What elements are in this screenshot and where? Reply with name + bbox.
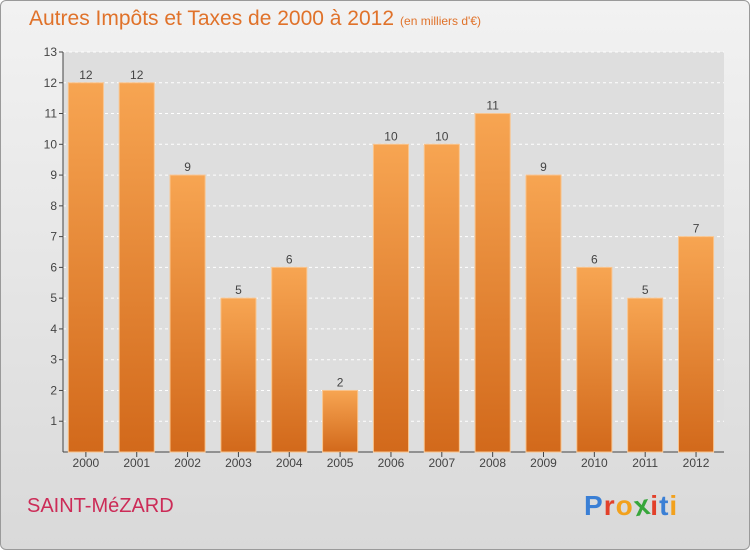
bar [67, 82, 104, 453]
logo-letter: r [603, 490, 616, 521]
bar-value-label: 5 [235, 283, 242, 297]
y-tick-label: 12 [44, 76, 58, 90]
bar-value-label: 7 [693, 222, 700, 236]
bar [474, 113, 511, 453]
x-tick-label: 2008 [479, 456, 506, 470]
x-tick-label: 2011 [632, 456, 658, 470]
logo-letter: t [659, 490, 670, 521]
title-text: Autres Impôts et Taxes de 2000 à 2012 [29, 7, 395, 30]
chart-title: Autres Impôts et Taxes de 2000 à 2012 (en… [29, 7, 481, 31]
x-tick-label: 2007 [428, 456, 455, 470]
bar-value-label: 12 [79, 68, 93, 82]
y-tick-label: 4 [50, 322, 57, 336]
x-tick-label: 2009 [530, 456, 557, 470]
x-tick-label: 2005 [327, 456, 354, 470]
x-tick-label: 2001 [123, 456, 150, 470]
title-unit: (en milliers d'€) [400, 14, 482, 28]
city-name: SAINT-MéZARD [27, 495, 174, 517]
bar [220, 297, 257, 453]
bar [271, 266, 308, 453]
bar-value-label: 6 [286, 252, 293, 266]
y-tick-label: 11 [45, 107, 58, 121]
proxiti-logo: Proxiti [584, 489, 679, 522]
y-tick-label: 2 [50, 383, 57, 397]
bar-value-label: 5 [642, 283, 649, 297]
x-tick-label: 2006 [378, 456, 405, 470]
bar [322, 389, 359, 453]
logo-letter: P [584, 490, 604, 521]
logo-letter: o [615, 490, 634, 521]
bar [525, 174, 562, 453]
x-tick-label: 2004 [276, 456, 303, 470]
bar-value-label: 2 [337, 375, 344, 389]
y-tick-label: 13 [44, 45, 58, 59]
bar [372, 143, 409, 453]
x-tick-label: 2010 [581, 456, 608, 470]
logo-letter: i [669, 490, 679, 521]
x-tick-label: 2003 [225, 456, 252, 470]
y-tick-label: 7 [50, 230, 57, 244]
bar-chart: 1234567891011121312200012200192002520036… [44, 45, 724, 470]
y-tick-label: 3 [50, 353, 57, 367]
bar-value-label: 10 [435, 129, 449, 143]
y-tick-label: 10 [44, 137, 58, 151]
bar-value-label: 6 [591, 252, 598, 266]
y-tick-label: 1 [50, 414, 57, 428]
y-tick-label: 6 [50, 260, 57, 274]
bar-value-label: 9 [540, 160, 547, 174]
y-tick-label: 5 [50, 291, 57, 305]
bar-value-label: 12 [130, 68, 144, 82]
y-tick-label: 9 [50, 168, 57, 182]
x-tick-label: 2012 [683, 456, 710, 470]
logo-letter: i [650, 490, 660, 521]
bar [576, 266, 613, 453]
x-tick-label: 2002 [174, 456, 201, 470]
bar [423, 143, 460, 453]
bar [627, 297, 664, 453]
bar-value-label: 9 [184, 160, 191, 174]
y-tick-label: 8 [50, 199, 57, 213]
bar [677, 236, 715, 453]
bar [169, 174, 206, 453]
bar [118, 82, 155, 453]
x-tick-label: 2000 [73, 456, 100, 470]
bar-value-label: 11 [486, 99, 499, 113]
bar-value-label: 10 [384, 129, 398, 143]
